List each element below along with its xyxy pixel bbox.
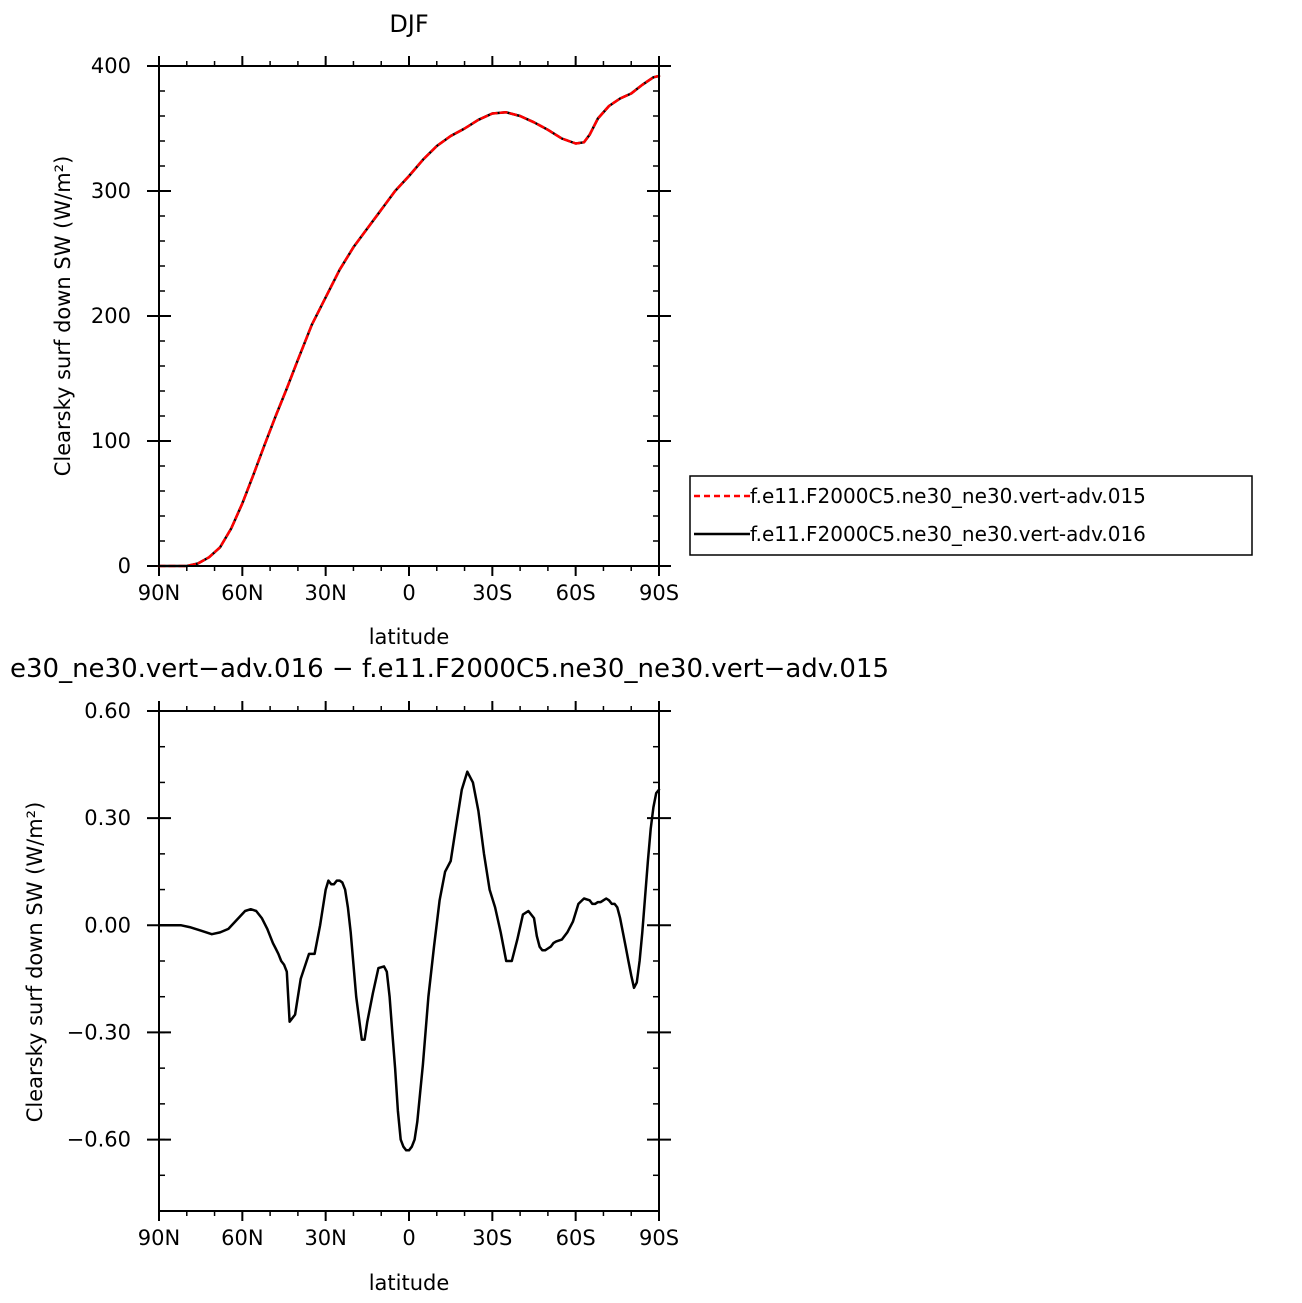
top-plot-frame xyxy=(158,65,660,567)
bottom-panel: e30_ne30.vert−adv.016 − f.e11.F2000C5.ne… xyxy=(10,654,889,1295)
top-series-line-1 xyxy=(157,74,661,568)
legend-box xyxy=(689,475,1253,556)
top-y-tick-label: 400 xyxy=(91,54,131,78)
bottom-plot-frame xyxy=(158,710,660,1212)
legend-entry-2: f.e11.F2000C5.ne30_ne30.vert-adv.016 xyxy=(750,522,1146,546)
bottom-x-axis-label: latitude xyxy=(369,1271,450,1295)
top-y-tick-label: 100 xyxy=(91,429,131,453)
top-x-tick-label: 0 xyxy=(402,581,415,605)
top-x-tick-label: 60N xyxy=(221,581,263,605)
top-x-tick-label: 30N xyxy=(304,581,346,605)
top-x-tick-label: 90S xyxy=(639,581,679,605)
top-y-tick-label: 300 xyxy=(91,179,131,203)
top-x-tick-label: 30S xyxy=(472,581,512,605)
bottom-x-tick-label: 60S xyxy=(556,1226,596,1250)
top-title: DJF xyxy=(389,10,428,38)
legend: f.e11.F2000C5.ne30_ne30.vert-adv.015 f.e… xyxy=(689,475,1253,556)
bottom-y-tick-label: 0.60 xyxy=(84,699,131,723)
bottom-y-axis-label: Clearsky surf down SW (W/m²) xyxy=(23,802,47,1123)
top-series-group xyxy=(157,74,661,568)
top-ticks: 90N 60N 30N 0 30S 60S 90S 0 100 200 300 400 xyxy=(91,54,679,605)
legend-entry-1: f.e11.F2000C5.ne30_ne30.vert-adv.015 xyxy=(750,484,1146,508)
top-x-tick-label: 60S xyxy=(556,581,596,605)
top-panel: DJF 90N 60N 30N 0 30S 60S 90S 0 100 200 300 400 lat… xyxy=(51,10,679,649)
bottom-series-group xyxy=(157,770,661,1152)
bottom-x-tick-label: 0 xyxy=(402,1226,415,1250)
bottom-x-tick-label: 90N xyxy=(138,1226,180,1250)
bottom-x-tick-label: 90S xyxy=(639,1226,679,1250)
top-series-line-2 xyxy=(157,74,661,568)
bottom-x-tick-label: 60N xyxy=(221,1226,263,1250)
top-y-tick-label: 0 xyxy=(118,554,131,578)
bottom-title: e30_ne30.vert−adv.016 − f.e11.F2000C5.ne… xyxy=(10,654,889,684)
bottom-x-tick-label: 30S xyxy=(472,1226,512,1250)
bottom-y-tick-label: 0.30 xyxy=(84,806,131,830)
bottom-series-line-1 xyxy=(157,770,661,1152)
bottom-x-tick-label: 30N xyxy=(304,1226,346,1250)
top-y-axis-label: Clearsky surf down SW (W/m²) xyxy=(51,156,75,477)
bottom-y-tick-label: 0.00 xyxy=(84,913,131,937)
bottom-y-tick-label: −0.60 xyxy=(67,1128,131,1152)
bottom-y-tick-label: −0.30 xyxy=(67,1020,131,1044)
top-x-axis-label: latitude xyxy=(369,625,450,649)
top-x-tick-label: 90N xyxy=(138,581,180,605)
top-y-tick-label: 200 xyxy=(91,304,131,328)
